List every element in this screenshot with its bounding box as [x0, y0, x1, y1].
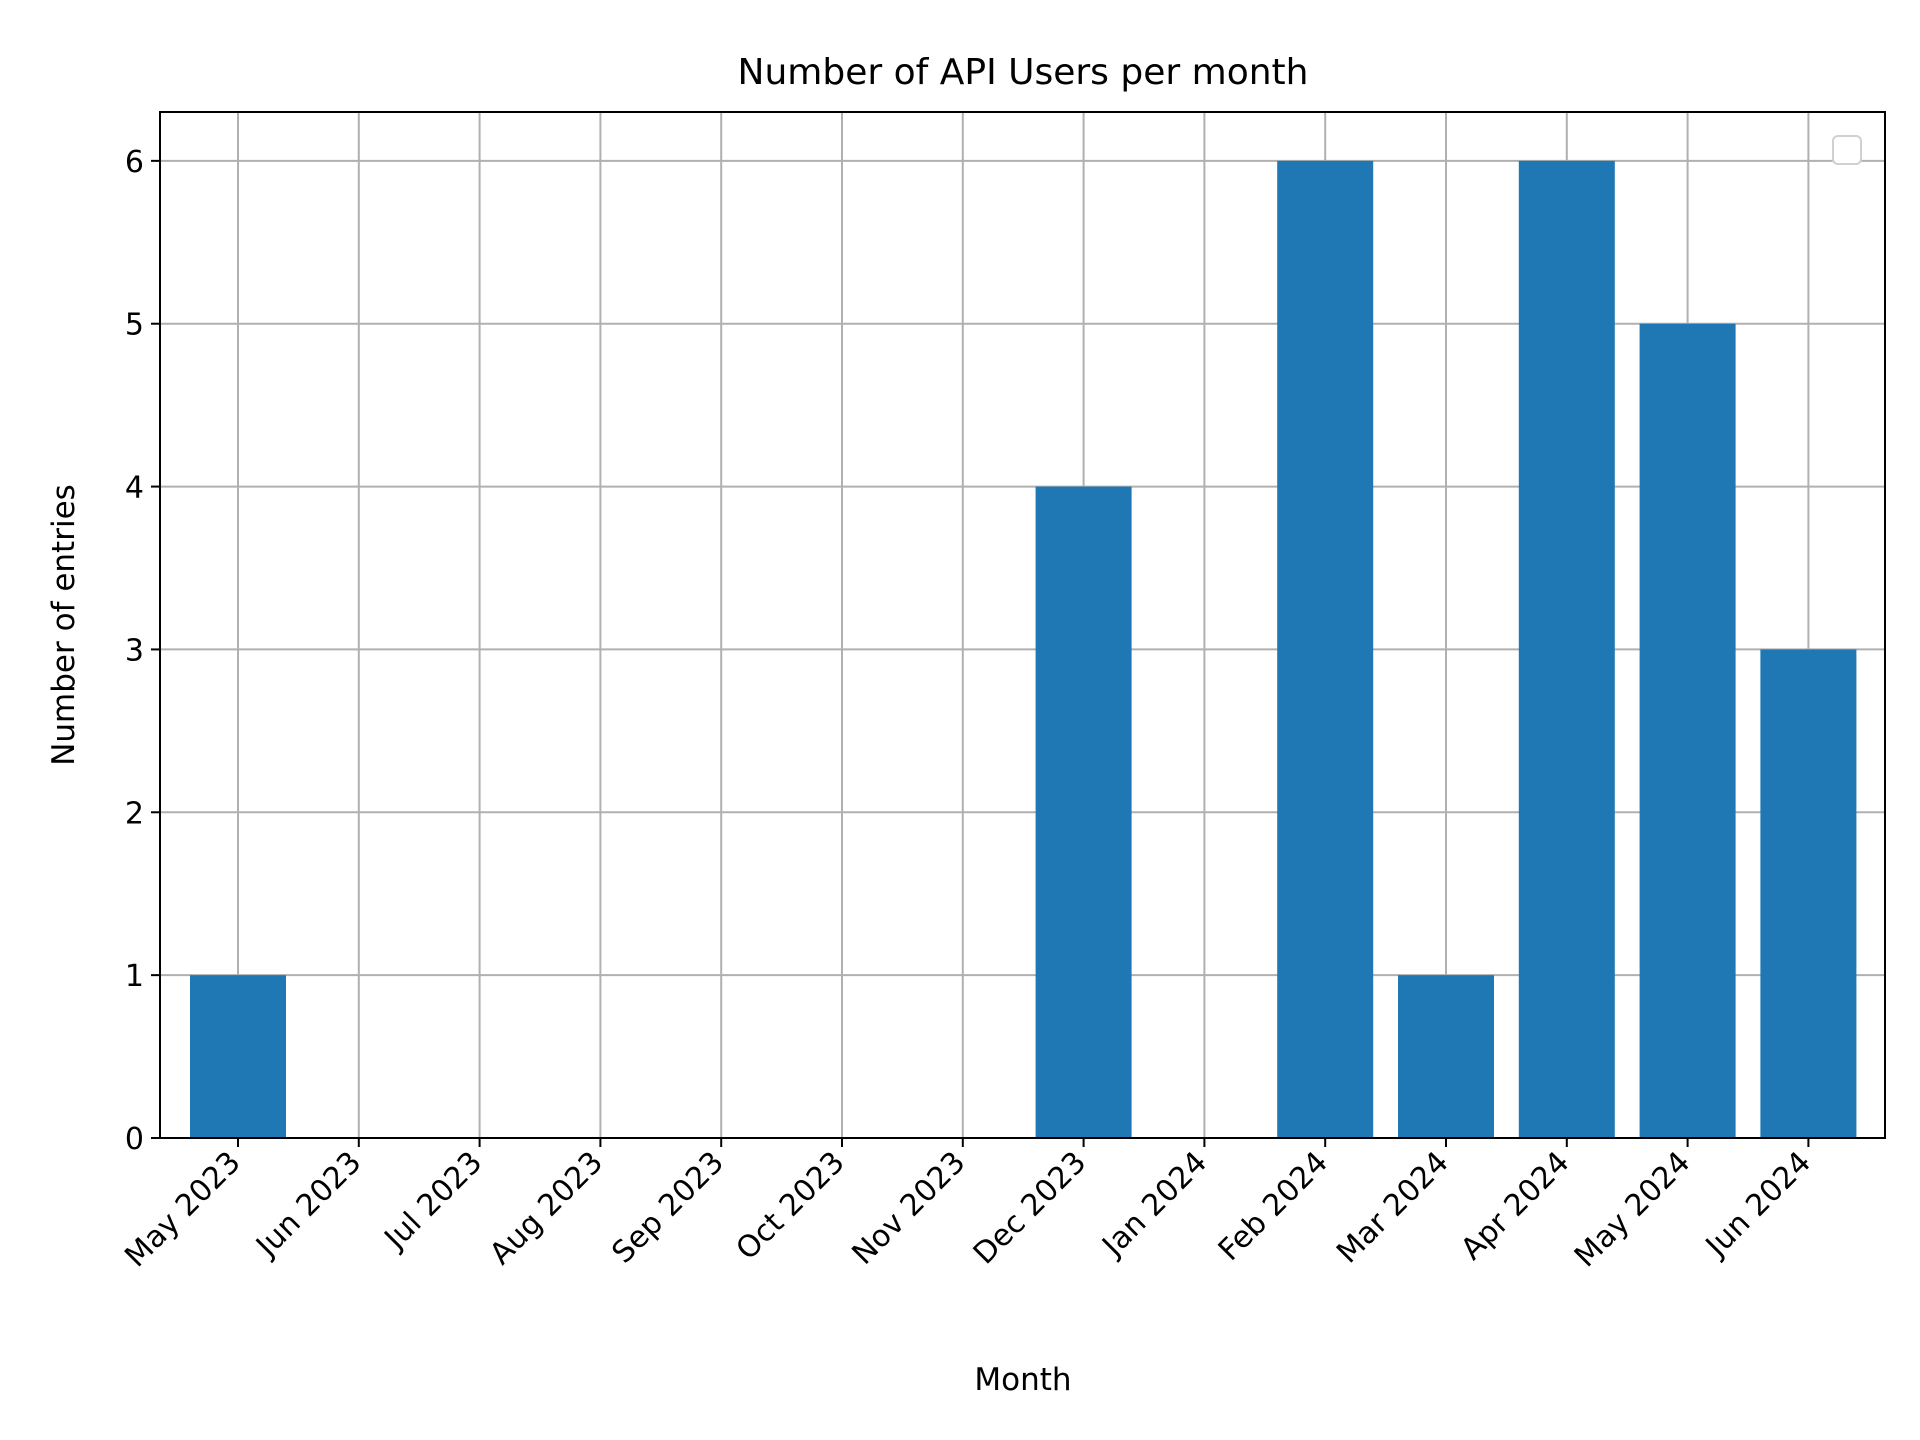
chart-title: Number of API Users per month [738, 52, 1309, 93]
x-tick-label: Jul 2023 [377, 1145, 489, 1257]
bar [1398, 975, 1494, 1138]
x-axis-label: Month [974, 1362, 1071, 1398]
legend-box [1832, 135, 1862, 165]
x-tick-label: Aug 2023 [483, 1145, 610, 1272]
x-tick-label: Jun 2023 [248, 1145, 368, 1265]
y-axis-ticks: 0 1 2 3 4 5 6 [125, 145, 160, 1157]
x-tick-label: Sep 2023 [605, 1145, 730, 1270]
x-tick-label: Mar 2024 [1330, 1145, 1456, 1271]
y-tick-label: 5 [125, 308, 144, 343]
grid-lines [160, 112, 1885, 1138]
bar [1518, 160, 1615, 1138]
y-tick-label: 4 [125, 471, 144, 506]
x-tick-label: Dec 2023 [967, 1145, 1094, 1272]
bars [190, 160, 1857, 1139]
y-tick-label: 6 [125, 145, 144, 180]
y-tick-label: 2 [125, 796, 144, 831]
y-tick-label: 3 [125, 633, 144, 668]
bar [1760, 649, 1857, 1138]
x-tick-label: May 2024 [1568, 1145, 1697, 1274]
bar [1639, 323, 1736, 1138]
x-tick-label: Apr 2024 [1454, 1145, 1576, 1267]
bar [1035, 486, 1132, 1139]
x-tick-label: Feb 2024 [1212, 1145, 1335, 1268]
axes-frame [159, 111, 1886, 1139]
y-axis-label: Number of entries [46, 484, 82, 766]
bar [1277, 160, 1374, 1138]
x-tick-label: Jan 2024 [1094, 1145, 1214, 1265]
x-tick-label: Nov 2023 [846, 1145, 973, 1272]
x-tick-label: Oct 2023 [729, 1145, 851, 1267]
x-tick-label: May 2023 [118, 1145, 247, 1274]
y-tick-label: 1 [125, 959, 144, 994]
y-tick-label: 0 [125, 1122, 144, 1157]
x-tick-label: Jun 2024 [1698, 1145, 1818, 1265]
bar [190, 975, 286, 1138]
